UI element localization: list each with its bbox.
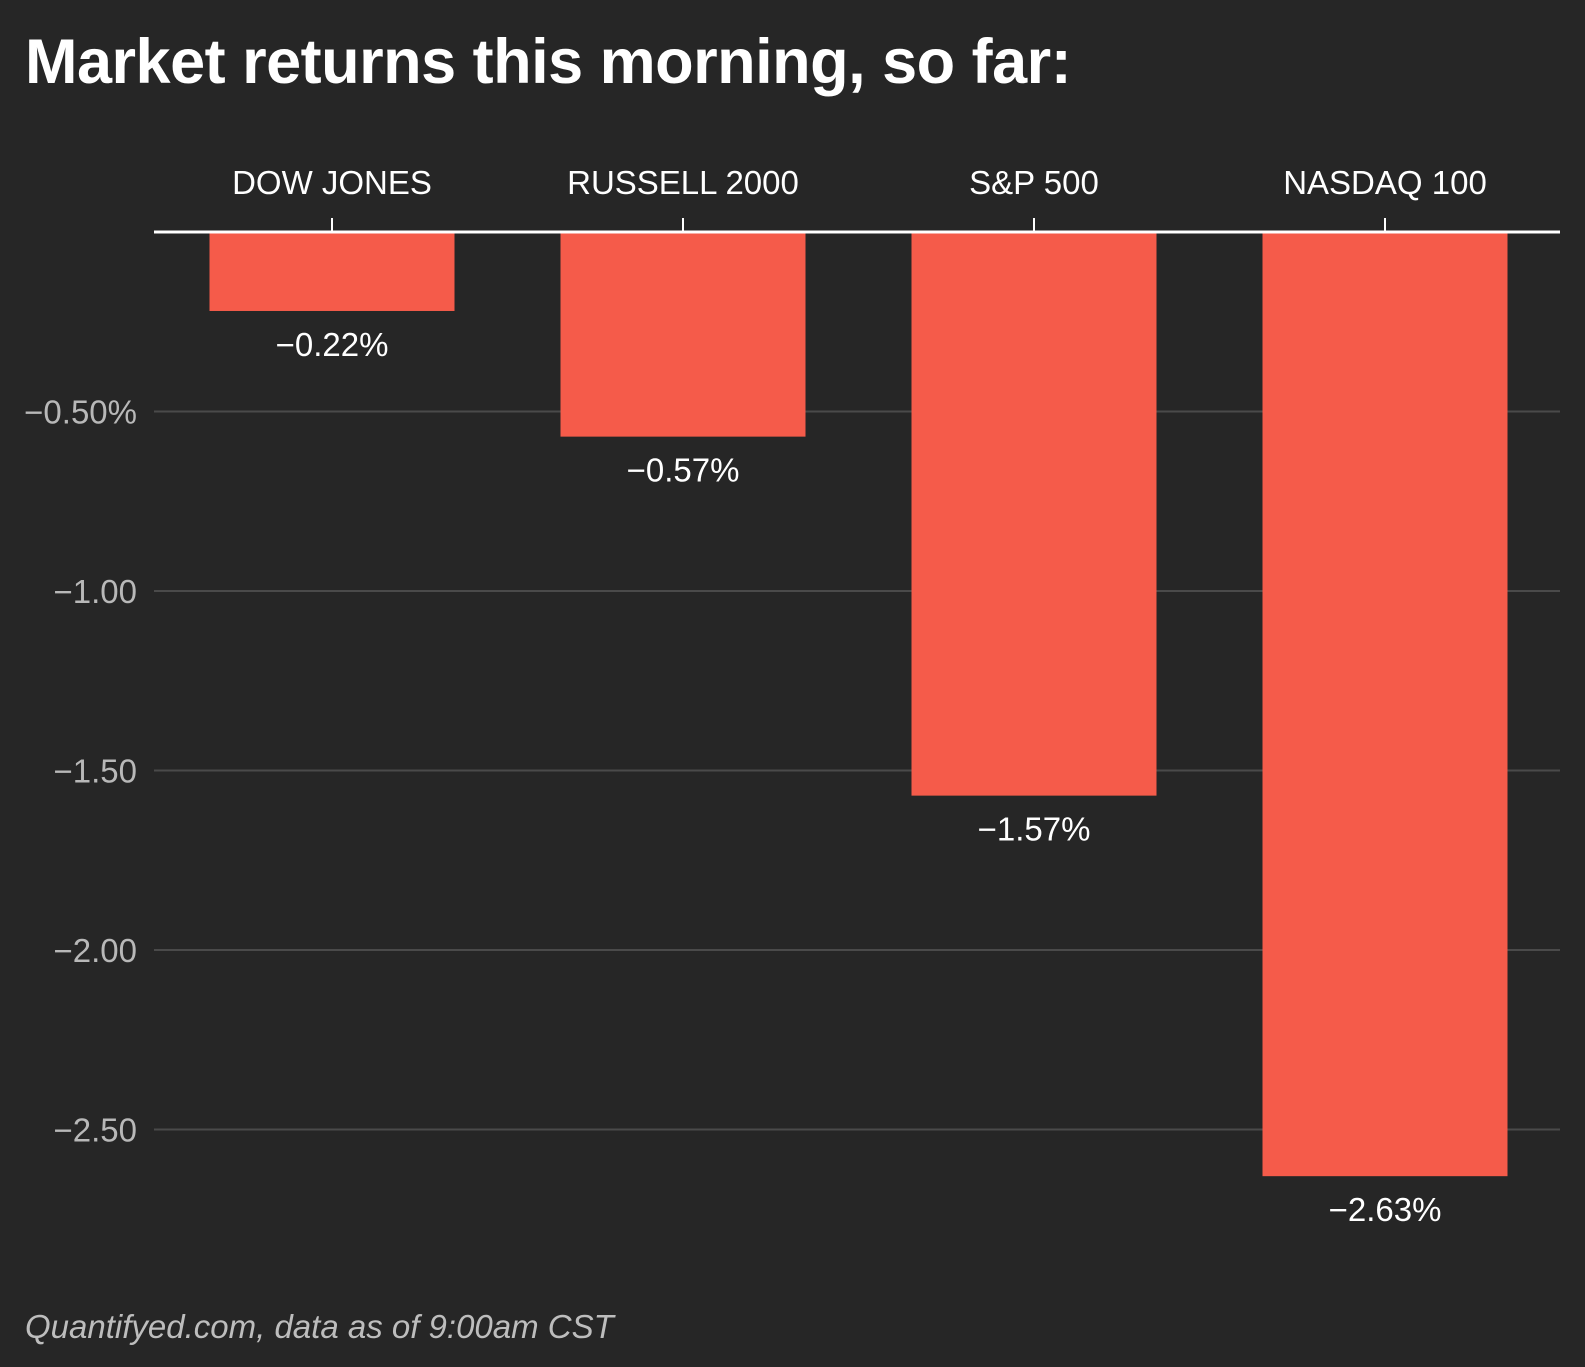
value-label: −1.57% bbox=[978, 811, 1091, 848]
category-label: DOW JONES bbox=[232, 164, 432, 201]
category-labels: DOW JONES RUSSELL 2000 S&P 500 NASDAQ 100 bbox=[232, 164, 1487, 201]
bar bbox=[209, 232, 455, 311]
value-label: −0.57% bbox=[627, 452, 740, 489]
category-axis bbox=[154, 218, 1560, 234]
value-label: −2.63% bbox=[1329, 1191, 1442, 1228]
bar bbox=[911, 232, 1157, 796]
bar bbox=[560, 232, 806, 437]
chart-title: Market returns this morning, so far: bbox=[25, 27, 1072, 97]
y-axis-ticks: −0.50% −1.00 −1.50 −2.00 −2.50 bbox=[24, 394, 137, 1149]
category-label: S&P 500 bbox=[969, 164, 1099, 201]
y-tick-label: −2.50 bbox=[54, 1112, 138, 1149]
y-tick-label: −1.50 bbox=[54, 753, 138, 790]
value-label: −0.22% bbox=[276, 326, 389, 363]
category-label: RUSSELL 2000 bbox=[567, 164, 799, 201]
source-note: Quantifyed.com, data as of 9:00am CST bbox=[25, 1308, 614, 1345]
y-tick-label: −1.00 bbox=[54, 573, 138, 610]
y-tick-label: −2.00 bbox=[54, 932, 138, 969]
value-labels: −0.22% −0.57% −1.57% −2.63% bbox=[276, 326, 1442, 1228]
y-tick-label: −0.50% bbox=[24, 394, 137, 431]
bars bbox=[209, 232, 1508, 1177]
category-label: NASDAQ 100 bbox=[1283, 164, 1487, 201]
bar bbox=[1262, 232, 1508, 1177]
